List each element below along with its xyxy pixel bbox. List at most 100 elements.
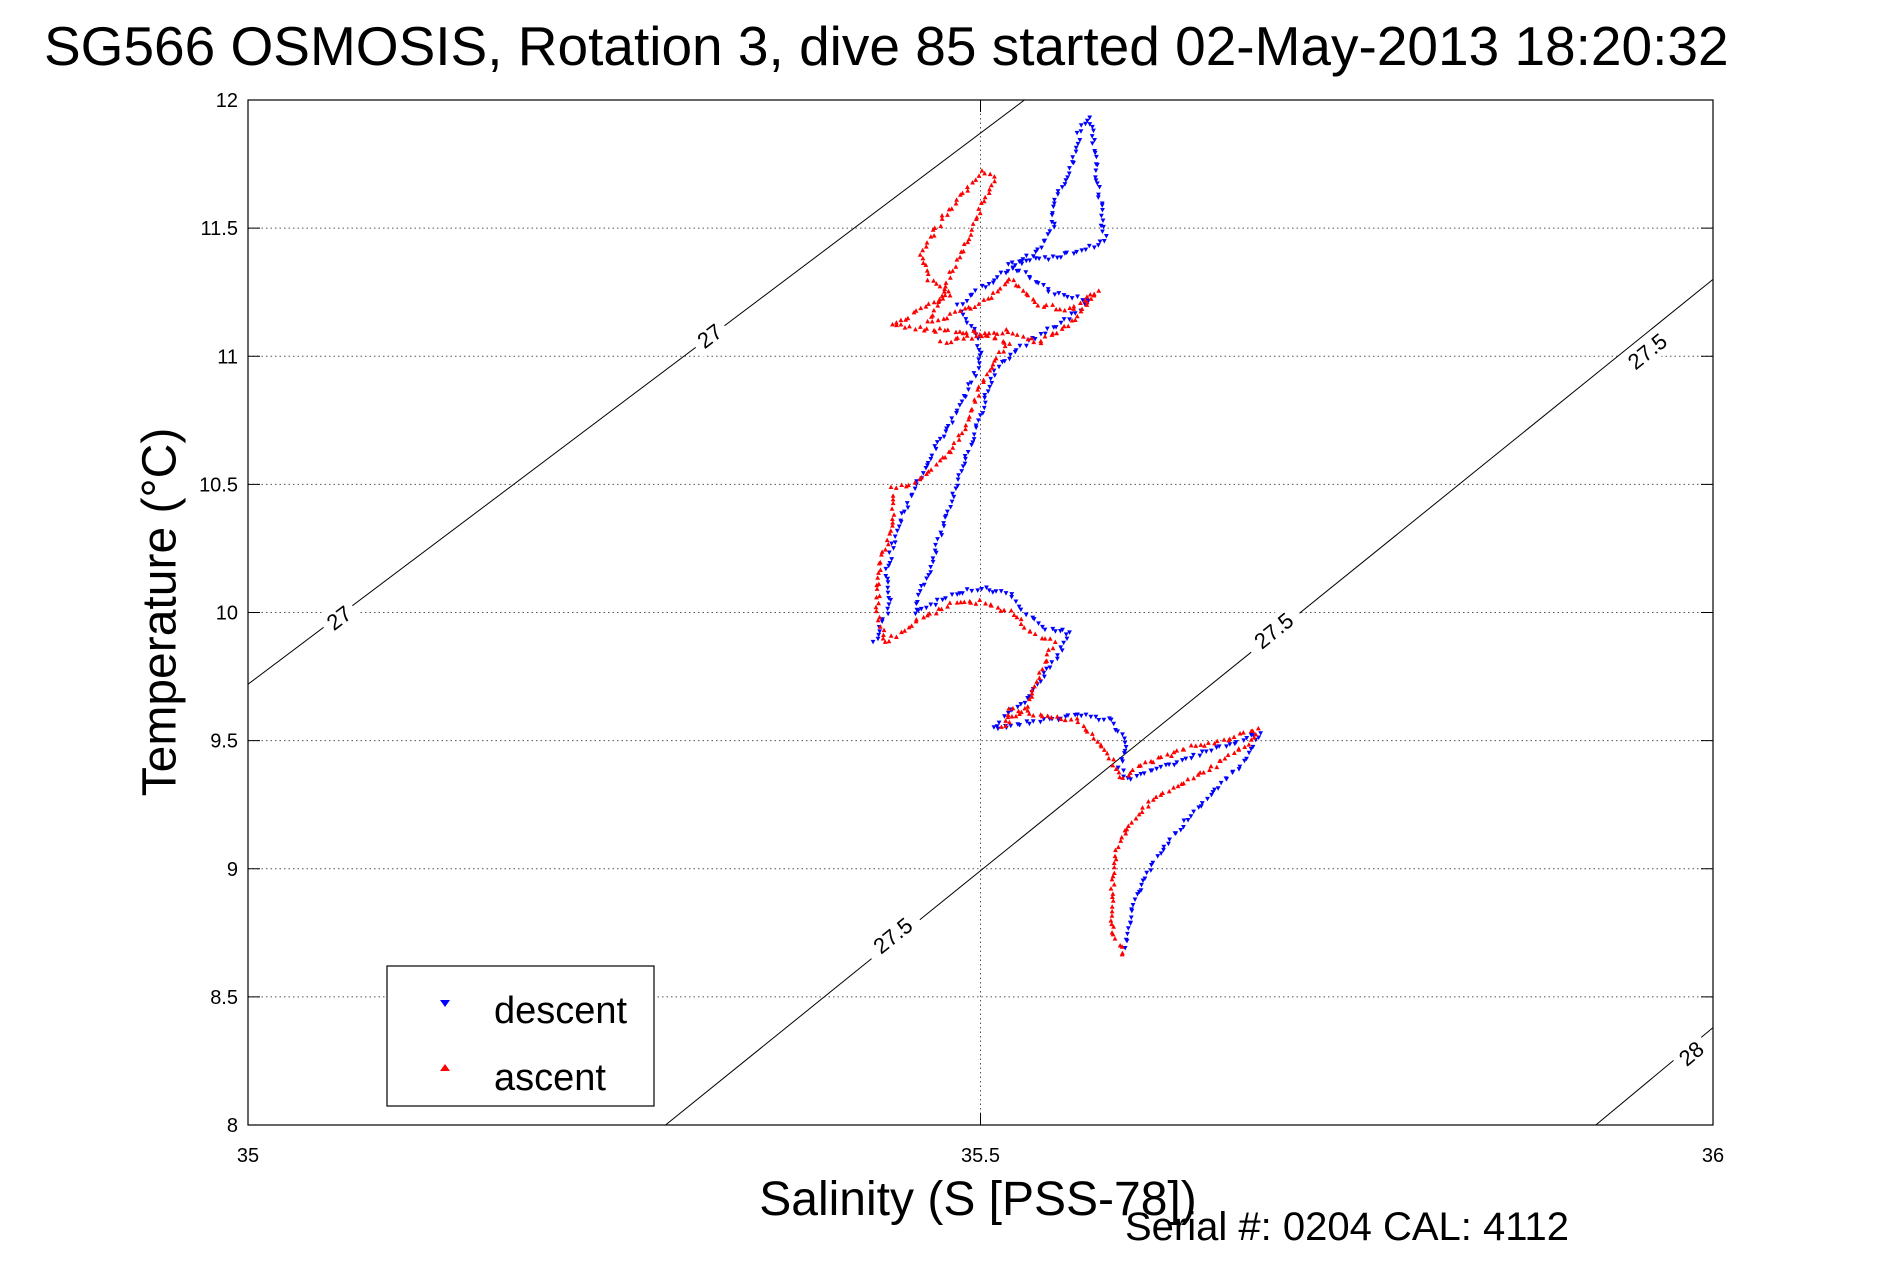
ascent-point [947,311,953,316]
ascent-point [983,332,989,338]
ascent-point [1110,873,1116,879]
descent-point [1060,627,1065,633]
descent-point [1246,750,1252,756]
ascent-point [923,244,929,249]
ascent-point [992,178,998,184]
ascent-point [1043,302,1049,308]
ascent-point [917,252,923,257]
descent-point [942,515,948,520]
ascent-point [987,171,993,177]
descent-point [1024,253,1029,259]
ascent-point [1133,816,1139,821]
descent-point [940,597,945,603]
ascent-point [981,198,987,204]
ascent-point [957,329,963,334]
descent-point [1123,745,1129,750]
ascent-point [970,221,976,226]
descent-point [1073,149,1079,155]
ascent-point [934,461,939,467]
descent-point [1120,732,1125,737]
ascent-point [920,247,926,253]
ascent-point [965,239,971,245]
descent-point [1061,317,1067,322]
descent-point [1122,748,1128,754]
x-tick-label: 36 [1702,1145,1724,1167]
descent-point [1115,765,1121,771]
ascent-point [1039,666,1045,672]
ascent-point [1110,762,1116,768]
ascent-point [1246,742,1252,747]
descent-point [982,395,988,401]
descent-point [870,639,876,645]
descent-point [887,561,893,566]
descent-point [1178,827,1184,833]
ascent-point [924,471,929,476]
descent-point [960,312,966,318]
descent-point [1198,804,1204,809]
density-contour-label-bg [1241,600,1306,661]
descent-point [968,324,974,329]
ascent-point [1006,276,1012,282]
descent-point [959,469,965,474]
descent-point [960,464,966,469]
ascent-point [1042,334,1048,339]
descent-point [1199,801,1205,806]
ascent-point [1071,306,1077,311]
ascent-point [969,227,975,232]
ascent-point [1075,719,1081,725]
y-tick-label: 10.5 [199,474,238,496]
ascent-point [893,634,899,639]
descent-point [1095,243,1101,248]
ascent-point [958,249,964,254]
descent-point [1161,844,1167,850]
descent-point [1053,629,1058,634]
descent-point [1066,171,1072,177]
ascent-point [958,599,964,605]
ascent-point [1113,766,1119,771]
ascent-point [921,328,927,333]
descent-point [1101,224,1106,230]
ascent-point [992,174,997,179]
descent-point [998,589,1004,594]
ascent-point [1111,860,1117,865]
ascent-point [882,547,888,552]
ascent-point [1150,797,1156,802]
descent-point [1236,767,1242,772]
descent-point [1026,721,1032,727]
ascent-point [1035,302,1041,308]
ascent-point [886,638,892,644]
ascent-point [966,417,972,422]
ascent-point [1072,317,1078,322]
descent-point [960,302,966,307]
descent-point [1244,735,1250,741]
ascent-point [1029,690,1035,696]
descent-point [1100,218,1106,223]
ascent-point [1031,339,1037,345]
ascent-point [1018,621,1024,626]
ascent-point [913,618,919,624]
descent-point [1183,756,1189,762]
descent-point [1179,758,1185,763]
ascent-point [903,317,909,322]
ascent-point [1111,756,1117,762]
ascent-point [941,289,947,294]
ascent-point [947,275,953,280]
ascent-point [942,292,948,298]
descent-point [975,588,981,593]
descent-point [1049,213,1055,218]
descent-point [896,524,902,529]
descent-point [1074,130,1080,136]
descent-point [1024,343,1029,349]
descent-point [1237,764,1243,770]
ascent-point [1153,794,1159,800]
ascent-point [1054,330,1060,336]
descent-point [1050,254,1056,260]
ascent-point [882,639,888,644]
ascent-point [894,322,899,328]
descent-point [1083,712,1089,718]
axis-ticks: 35 35.5 36 8 8.5 9 9.5 10 10.5 11 11.5 12 [199,90,1724,1167]
descent-point [1097,239,1103,244]
ascent-point [1026,711,1032,716]
ascent-point [954,600,960,605]
